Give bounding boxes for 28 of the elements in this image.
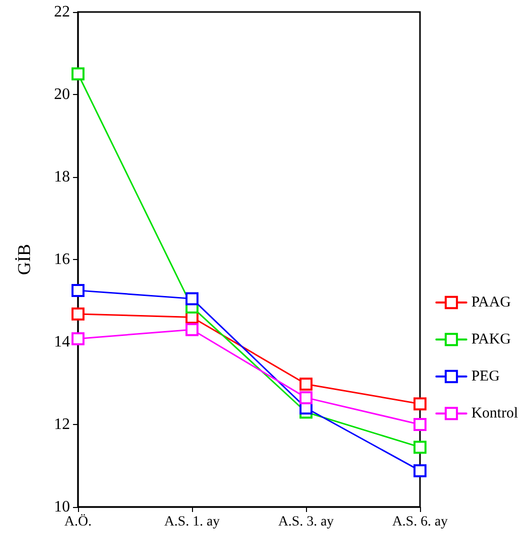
x-tick-label: A.Ö. xyxy=(64,514,92,530)
y-axis-title: GİB xyxy=(14,244,34,275)
legend-label: Kontrol xyxy=(471,406,518,422)
point xyxy=(414,418,426,431)
y-tick-label: 10 xyxy=(54,498,70,516)
y-tick-label: 16 xyxy=(54,251,70,268)
legend-label: PEG xyxy=(471,368,500,384)
y-tick-label: 14 xyxy=(54,334,70,350)
y-tick-label: 22 xyxy=(54,4,70,20)
point xyxy=(300,378,312,391)
point xyxy=(414,397,426,410)
x-tick-label: A.S. 6. ay xyxy=(392,514,448,530)
point xyxy=(414,464,426,478)
point xyxy=(186,292,198,306)
x-tick-label: A.S. 1. ay xyxy=(164,514,220,530)
legend-label: PAAG xyxy=(471,294,511,310)
point xyxy=(72,284,84,297)
point xyxy=(72,67,84,80)
point xyxy=(300,391,312,404)
legend-label: PAKG xyxy=(471,332,511,348)
y-tick-label: 18 xyxy=(54,168,70,186)
y-tick-label: 20 xyxy=(54,86,70,103)
point xyxy=(72,332,84,346)
y-tick-label: 12 xyxy=(54,416,70,433)
x-tick-label: A.S. 3. ay xyxy=(278,514,334,530)
point xyxy=(414,440,426,454)
point xyxy=(72,307,84,320)
point xyxy=(186,323,198,336)
